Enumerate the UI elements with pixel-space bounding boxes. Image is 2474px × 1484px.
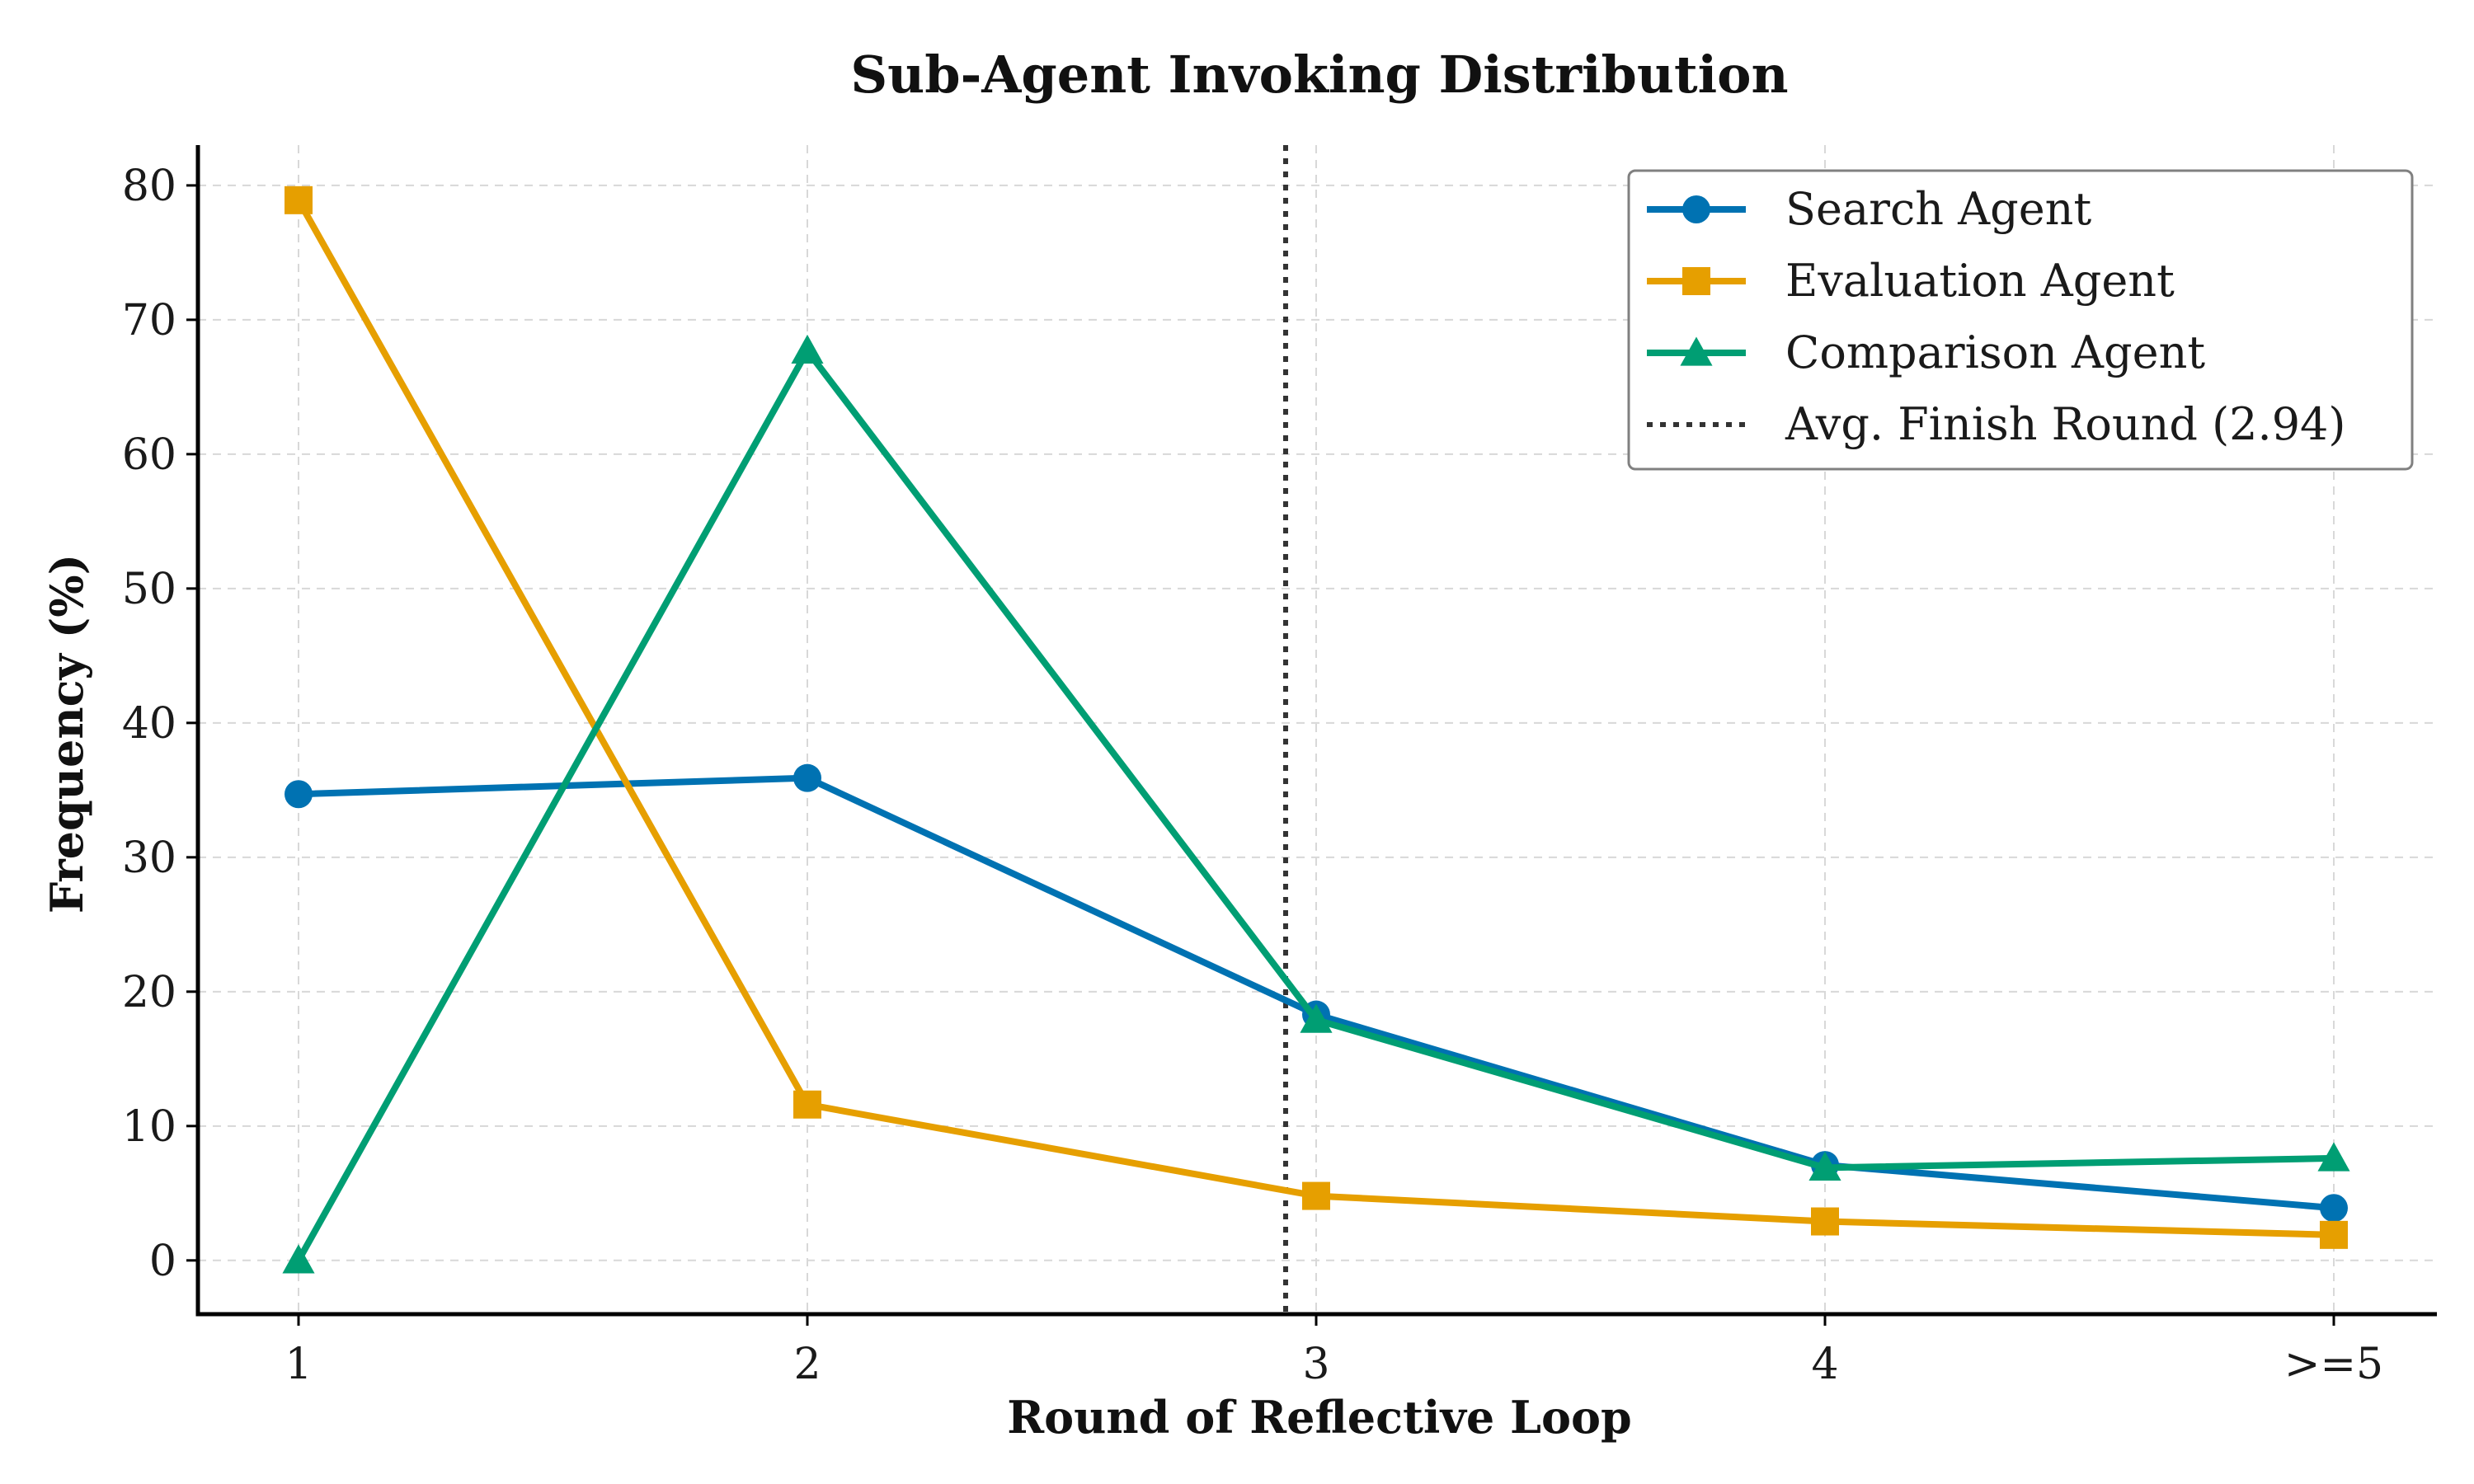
series-evaluation-agent [285,186,2348,1249]
y-tick-label: 10 [122,1102,176,1152]
x-axis-title: Round of Reflective Loop [1007,1391,1632,1444]
tick-labels: 0 10 20 30 40 50 60 70 80 1 2 3 4 >=5 [122,162,2383,1389]
data-point [2320,1194,2348,1223]
legend-swatch-marker [1682,195,1710,223]
legend-label: Avg. Finish Round (2.94) [1785,398,2345,450]
legend-box [1627,169,2414,471]
legend-swatch-marker [1680,336,1713,366]
data-point [793,1090,821,1119]
data-point [2317,1142,2350,1172]
data-point [285,186,313,214]
y-tick-label: 80 [122,162,176,211]
y-tick-label: 60 [122,430,176,480]
data-point [285,780,313,809]
data-point [1808,1151,1841,1181]
grid [198,145,2437,1314]
data-point [793,763,821,792]
x-tick-label: 2 [793,1340,821,1389]
data-point [1300,1003,1333,1033]
legend-label: Search Agent [1785,183,2091,235]
y-tick-label: 30 [122,834,176,883]
x-tick-label: 3 [1302,1340,1329,1389]
data-point [2320,1220,2348,1249]
x-tick-label: 1 [285,1340,312,1389]
y-tick-label: 20 [122,968,176,1017]
data-point [1811,1207,1839,1236]
axis-spines [195,145,2437,1317]
x-tick-label: 4 [1811,1340,1838,1389]
legend-swatch-marker [1682,267,1710,295]
y-tick-label: 50 [122,565,176,614]
chart-title: Sub-Agent Invoking Distribution [850,45,1788,105]
legend-label: Comparison Agent [1785,326,2205,378]
x-tick-label: >=5 [2284,1340,2383,1389]
y-axis-title: Frequency (%) [40,554,93,913]
axes [186,145,2437,1326]
data-point [282,1244,315,1274]
data-point [791,334,824,364]
legend: Search Agent Evaluation Agent Comparison A… [1627,169,2414,471]
y-tick-label: 40 [122,699,176,749]
y-tick-label: 70 [122,296,176,345]
series-lines [282,186,2350,1274]
data-point [1302,1181,1330,1210]
series-comparison-agent [282,334,2350,1274]
legend-label: Evaluation Agent [1785,255,2175,307]
y-tick-label: 0 [149,1237,176,1286]
